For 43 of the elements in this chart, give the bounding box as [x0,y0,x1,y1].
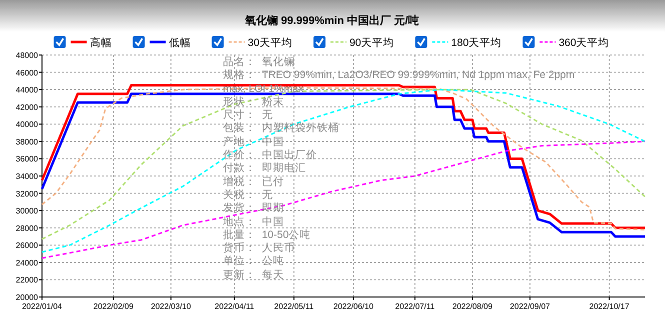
y-tick-label: 22000 [16,276,39,285]
annotation: 尺寸： 无 [223,109,274,122]
annotation: 增税： 已付 [223,176,285,189]
annotation: 品名： 氧化镧 [223,56,296,70]
y-tick-label: 30000 [16,206,39,216]
y-tick-label: 32000 [16,189,39,198]
x-tick-label: 2022/05/11 [274,302,314,311]
legend-label: 30天平均 [248,37,292,49]
annotation: 关税： 无 [223,188,274,202]
legend-label: 90天平均 [349,37,394,49]
annotation: 包装： 内塑料袋外铁桶 [223,122,340,136]
y-tick-label: 24000 [16,258,39,268]
x-tick-label: 2022/09/07 [510,302,551,311]
y-tick-label: 38000 [16,137,39,146]
y-tick-label: 26000 [16,241,39,250]
annotation: 产地： 中国 [223,136,285,149]
x-tick-label: 2022/08/09 [452,302,493,311]
y-tick-label: 36000 [16,154,39,164]
chart-title: 氧化镧 99.999%min 中国出厂 元/吨 [244,14,420,27]
legend-label: 360天平均 [558,37,610,49]
legend-label: 低幅 [168,37,191,49]
annotation: 更新： 每天 [223,268,285,282]
y-tick-label: 34000 [16,172,39,181]
legend-label: 180天平均 [451,37,502,49]
annotation: 货币： 人民币 [223,242,296,255]
x-tick-label: 2022/10/17 [589,302,630,311]
y-tick-label: 44000 [16,86,39,95]
legend-label: 高幅 [90,36,112,49]
annotation: 批量： 10-50公吨 [223,228,312,242]
x-tick-label: 2022/01/04 [22,302,63,311]
x-tick-label: 2022/03/10 [150,302,192,311]
y-tick-label: 42000 [16,102,39,112]
x-tick-label: 2022/07/11 [395,302,436,311]
y-tick-label: 48000 [16,51,39,60]
y-tick-label: 28000 [16,224,39,233]
x-tick-label: 2022/06/10 [333,302,374,311]
y-tick-label: 20000 [16,293,39,302]
annotation: 付款： 即期电汇 [223,162,307,176]
y-tick-label: 46000 [16,68,39,78]
y-tick-label: 40000 [16,120,39,130]
x-tick-label: 2022/02/09 [93,302,134,311]
annotation: 地点： 中国 [223,216,285,229]
x-tick-label: 2022/04/11 [214,302,255,311]
